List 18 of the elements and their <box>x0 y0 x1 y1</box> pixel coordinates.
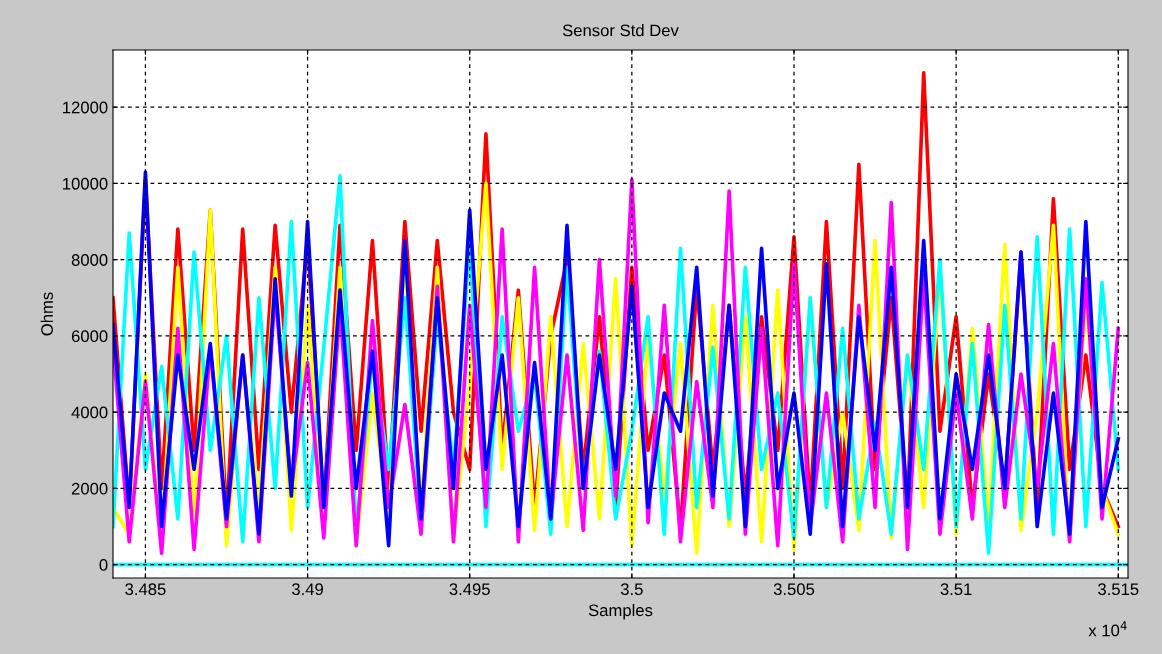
y-tick-label: 8000 <box>71 254 108 266</box>
y-tick-label: 6000 <box>71 330 108 343</box>
y-tick-label: 10000 <box>63 177 108 190</box>
x-tick-label: 3.515 <box>1098 583 1139 596</box>
x-tick-label: 3.485 <box>125 583 166 596</box>
x-tick-label: 3.495 <box>449 583 490 596</box>
x-tick-label: 3.51 <box>940 583 972 596</box>
x-tick-label: 3.5 <box>620 583 643 596</box>
x-tick-label: 3.49 <box>291 583 323 596</box>
x-tick-label: 3.505 <box>773 583 815 596</box>
y-axis-title: Ohms <box>40 292 53 336</box>
y-tick-label: 2000 <box>71 482 108 495</box>
y-tick-label: 4000 <box>71 406 108 419</box>
text: x 10$^{4}$ <box>1088 621 1127 637</box>
x-axis-title: Samples <box>588 603 653 620</box>
chart-title: Sensor Std Dev <box>562 24 679 37</box>
y-tick-label: 0 <box>99 559 108 571</box>
y-tick-label: 12000 <box>63 101 108 114</box>
